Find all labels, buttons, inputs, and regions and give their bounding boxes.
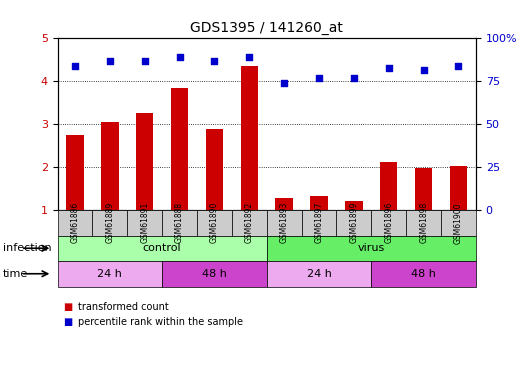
Bar [101, 122, 119, 210]
Point [384, 65, 393, 71]
Bar [136, 113, 153, 210]
Text: ■: ■ [63, 302, 72, 312]
Bar [450, 166, 467, 210]
Point [175, 54, 184, 60]
Text: GSM61899: GSM61899 [349, 202, 358, 243]
Point [350, 75, 358, 81]
Text: GSM61890: GSM61890 [210, 202, 219, 243]
Text: control: control [143, 243, 181, 253]
Bar [171, 88, 188, 210]
Bar [380, 162, 397, 210]
Bar [206, 129, 223, 210]
Point [141, 58, 149, 64]
Text: transformed count: transformed count [78, 302, 169, 312]
Point [71, 63, 79, 69]
Text: GSM61893: GSM61893 [280, 202, 289, 243]
Title: GDS1395 / 141260_at: GDS1395 / 141260_at [190, 21, 343, 35]
Bar [345, 201, 362, 210]
Text: 24 h: 24 h [97, 269, 122, 279]
Text: percentile rank within the sample: percentile rank within the sample [78, 317, 243, 327]
Text: GSM61888: GSM61888 [175, 202, 184, 243]
Text: ■: ■ [63, 317, 72, 327]
Bar [241, 66, 258, 210]
Bar [66, 135, 84, 210]
Bar [415, 168, 433, 210]
Text: 48 h: 48 h [411, 269, 436, 279]
Text: GSM61889: GSM61889 [105, 202, 115, 243]
Text: GSM61900: GSM61900 [454, 202, 463, 243]
Bar [276, 198, 293, 210]
Point [245, 54, 254, 60]
Point [419, 67, 428, 73]
Text: virus: virus [358, 243, 385, 253]
Text: 48 h: 48 h [202, 269, 227, 279]
Text: time: time [3, 269, 28, 279]
Point [280, 80, 288, 86]
Bar [310, 196, 328, 210]
Text: infection: infection [3, 243, 51, 253]
Point [210, 58, 219, 64]
Point [106, 58, 114, 64]
Text: GSM61892: GSM61892 [245, 202, 254, 243]
Point [315, 75, 323, 81]
Text: GSM61886: GSM61886 [71, 202, 79, 243]
Text: GSM61898: GSM61898 [419, 202, 428, 243]
Text: GSM61897: GSM61897 [314, 202, 324, 243]
Text: GSM61896: GSM61896 [384, 202, 393, 243]
Point [454, 63, 463, 69]
Text: 24 h: 24 h [306, 269, 332, 279]
Text: GSM61891: GSM61891 [140, 202, 149, 243]
